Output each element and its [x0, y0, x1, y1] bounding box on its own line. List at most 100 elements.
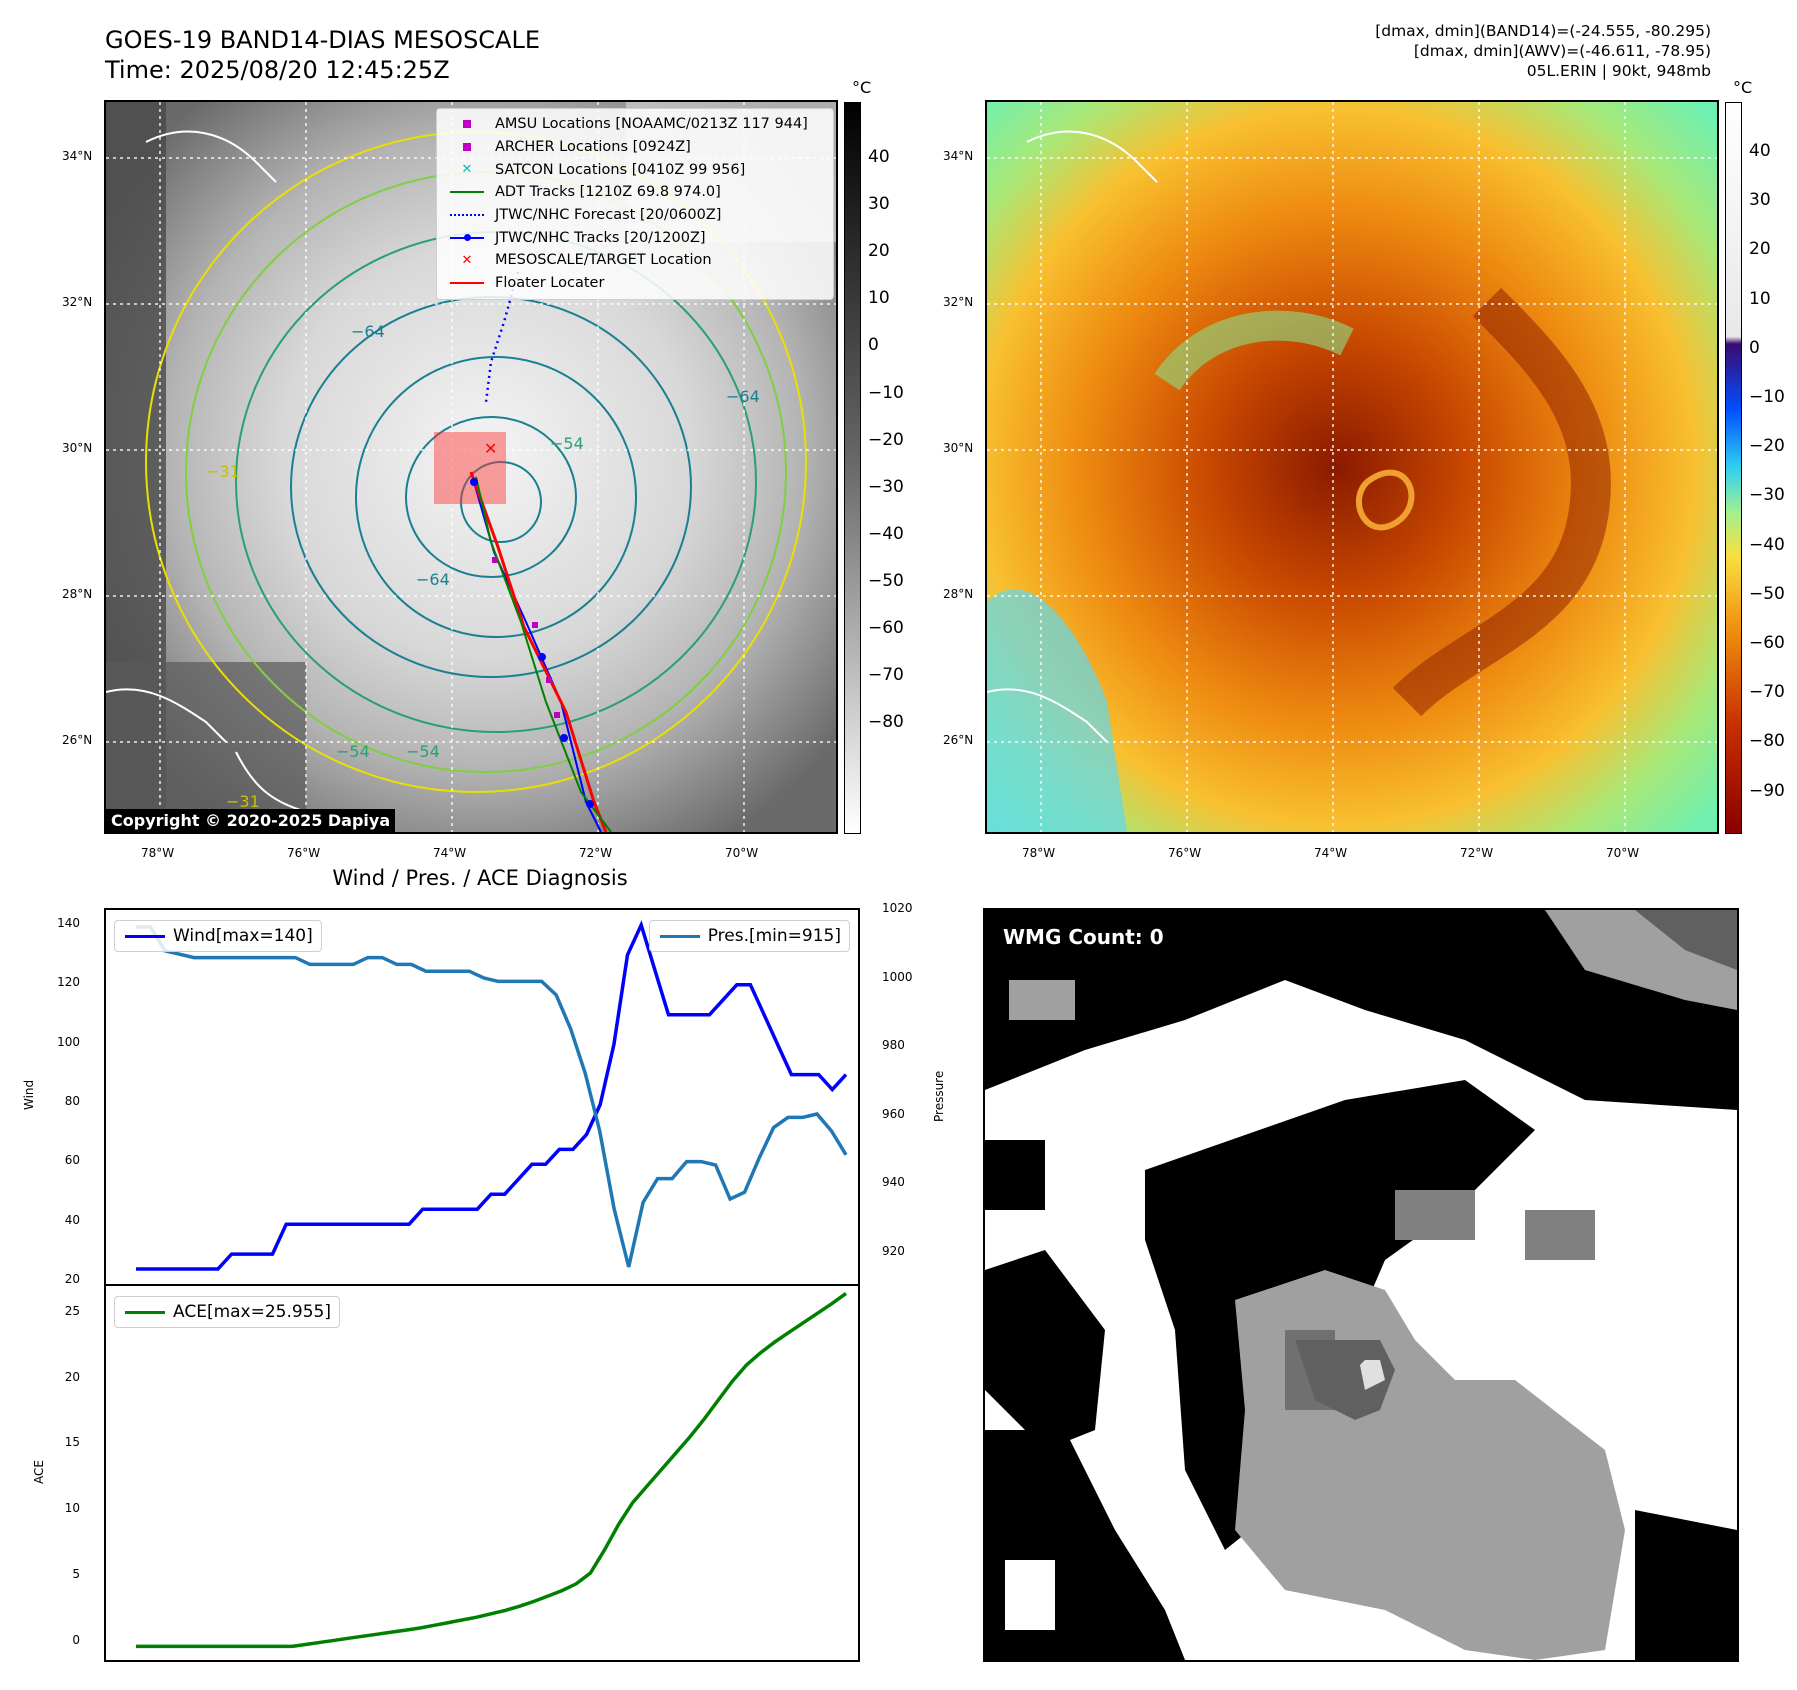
axis-tick-label: 25 — [64, 1304, 80, 1318]
legend-label: SATCON Locations [0410Z 99 956] — [495, 161, 746, 178]
legend-entry: ✕ SATCON Locations [0410Z 99 956] — [445, 158, 825, 181]
legend-entry: JTWC/NHC Tracks [20/1200Z] — [445, 226, 825, 249]
solid-line-icon — [445, 276, 489, 290]
pressure-series-line — [136, 925, 848, 1268]
dotted-line-icon — [445, 208, 489, 222]
ace-axis-label: ACE — [32, 1460, 46, 1484]
legend-label: MESOSCALE/TARGET Location — [495, 252, 712, 269]
lon-label: 72°W — [1460, 846, 1494, 860]
axis-tick-label: −30 — [868, 476, 904, 497]
lon-label: 72°W — [579, 846, 613, 860]
wind-series-line — [136, 920, 848, 1271]
axis-tick-label: −20 — [1749, 436, 1785, 457]
legend-entry: AMSU Locations [NOAAMC/0213Z 117 944] — [445, 113, 825, 136]
ace-panel: ACE[max=25.955] — [104, 1284, 860, 1662]
axis-tick-label: −80 — [1749, 731, 1785, 752]
colorbar-unit: °C — [852, 78, 872, 97]
axis-tick-label: 0 — [72, 1632, 80, 1647]
lat-label: 28°N — [943, 587, 974, 601]
axis-tick-label: 10 — [1749, 288, 1771, 309]
info-storm: 05L.ERIN | 90kt, 948mb — [1526, 62, 1711, 80]
lat-label: 34°N — [943, 149, 974, 163]
lat-label: 26°N — [62, 733, 93, 747]
legend-label: AMSU Locations [NOAAMC/0213Z 117 944] — [495, 116, 808, 133]
ace-legend: ACE[max=25.955] — [114, 1296, 340, 1328]
axis-tick-label: −90 — [1749, 780, 1785, 801]
contour-label: −31 — [206, 462, 240, 481]
wmg-panel: WMG Count: 0 — [983, 908, 1739, 1662]
colorbar-unit: °C — [1733, 78, 1753, 97]
lat-label: 32°N — [62, 295, 93, 309]
awv-imagery — [987, 102, 1717, 832]
pressure-line-icon — [658, 929, 702, 943]
axis-tick-label: 1020 — [882, 901, 913, 915]
axis-tick-label: 1000 — [882, 969, 913, 984]
band14-map: ✕ −64 −31 −64 −54 −64 −54 −31 −54 Copyri… — [104, 100, 838, 834]
axis-tick-label: −60 — [868, 618, 904, 638]
diagnosis-title: Wind / Pres. / ACE Diagnosis — [332, 866, 628, 890]
svg-text:✕: ✕ — [484, 439, 497, 458]
solid-line-icon — [445, 185, 489, 199]
axis-tick-label: 140 — [57, 916, 80, 930]
wind-legend: Wind[max=140] — [114, 920, 322, 952]
axis-tick-label: 15 — [64, 1435, 80, 1450]
info-awv: [dmax, dmin](AWV)=(-46.611, -78.95) — [1413, 42, 1711, 60]
map-legend: AMSU Locations [NOAAMC/0213Z 117 944] AR… — [436, 108, 834, 300]
legend-label: JTWC/NHC Tracks [20/1200Z] — [495, 229, 706, 246]
lat-label: 28°N — [62, 587, 93, 601]
wmg-count-label: WMG Count: 0 — [1003, 925, 1164, 949]
axis-tick-label: −20 — [868, 429, 904, 450]
axis-tick-label: −40 — [868, 523, 904, 544]
contour-label: −64 — [351, 322, 385, 341]
lon-label: 76°W — [287, 846, 321, 860]
ace-plot — [136, 1291, 848, 1649]
lat-label: 34°N — [62, 149, 93, 163]
axis-tick-label: 100 — [57, 1034, 80, 1049]
legend-label: Pres.[min=915] — [707, 926, 841, 946]
axis-tick-label: 960 — [882, 1106, 905, 1121]
axis-tick-label: −50 — [1749, 583, 1785, 604]
axis-tick-label: 120 — [57, 975, 80, 990]
x-marker-icon: ✕ — [461, 252, 473, 268]
ace-series-line — [136, 1291, 848, 1649]
axis-tick-label: 20 — [1749, 239, 1771, 260]
axis-tick-label: 80 — [64, 1093, 80, 1108]
axis-tick-label: −30 — [1749, 485, 1785, 506]
awv-colorbar — [1725, 102, 1742, 834]
axis-tick-label: 920 — [882, 1244, 905, 1258]
awv-map — [985, 100, 1719, 834]
contour-label: −31 — [226, 792, 260, 811]
axis-tick-label: 40 — [1749, 141, 1771, 161]
axis-tick-label: −10 — [1749, 387, 1785, 407]
wmg-grid-image — [985, 910, 1737, 1660]
axis-tick-label: 5 — [72, 1566, 80, 1581]
axis-tick-label: 20 — [64, 1271, 80, 1286]
legend-entry: ARCHER Locations [0924Z] — [445, 136, 825, 159]
axis-tick-label: 10 — [64, 1501, 80, 1516]
lat-label: 32°N — [943, 295, 974, 309]
axis-tick-label: 0 — [1749, 337, 1760, 358]
legend-label: ADT Tracks [1210Z 69.8 974.0] — [495, 184, 721, 201]
band14-colorbar — [844, 102, 861, 834]
axis-tick-label: −60 — [1749, 633, 1785, 653]
axis-tick-label: 30 — [1749, 190, 1771, 211]
lon-label: 70°W — [1606, 846, 1640, 860]
square-marker-icon — [445, 140, 489, 154]
wind-axis-label: Wind — [22, 1079, 36, 1110]
contour-label: −54 — [406, 742, 440, 761]
contour-label: −54 — [336, 742, 370, 761]
lon-label: 74°W — [1314, 846, 1348, 860]
axis-tick-label: 940 — [882, 1175, 905, 1190]
pressure-axis-label: Pressure — [932, 1070, 946, 1122]
figure-title: GOES-19 BAND14-DIAS MESOSCALE — [105, 26, 541, 54]
axis-tick-label: −70 — [868, 665, 904, 686]
lon-label: 78°W — [1022, 846, 1056, 860]
legend-entry: Floater Locater — [445, 272, 825, 295]
legend-label: ACE[max=25.955] — [173, 1302, 331, 1322]
copyright-label: Copyright © 2020-2025 Dapiya — [106, 809, 396, 832]
axis-tick-label: 30 — [868, 194, 890, 215]
info-band14: [dmax, dmin](BAND14)=(-24.555, -80.295) — [1375, 22, 1711, 40]
square-marker-icon — [445, 117, 489, 131]
line-dot-icon — [445, 231, 489, 245]
contour-label: −64 — [416, 570, 450, 589]
